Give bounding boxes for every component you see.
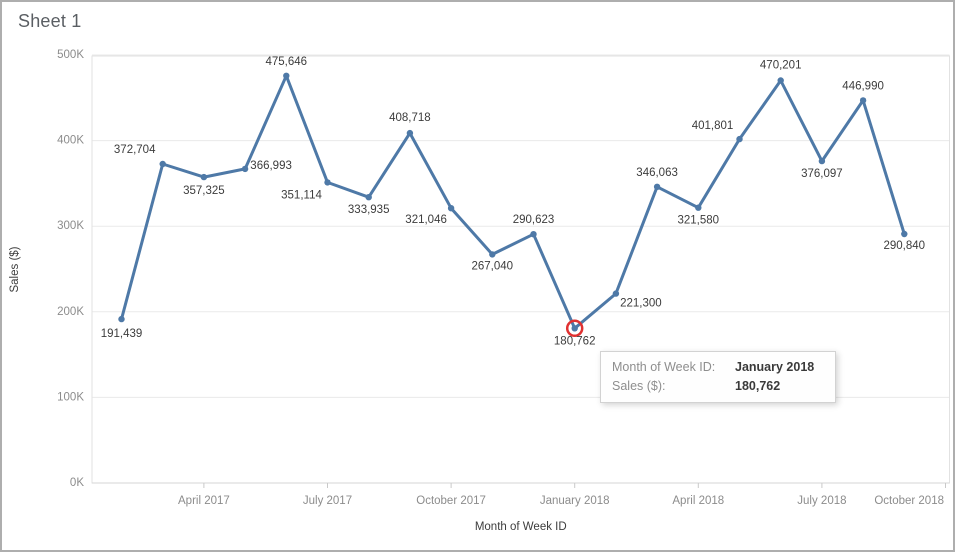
- data-label: 446,990: [842, 80, 884, 92]
- tooltip-row-measure: Sales ($): 180,762: [612, 377, 824, 396]
- data-point[interactable]: [653, 183, 661, 190]
- data-point[interactable]: [777, 77, 784, 84]
- y-tick-label: 100K: [57, 391, 84, 403]
- data-point[interactable]: [365, 194, 372, 201]
- data-point[interactable]: [901, 230, 908, 238]
- tooltip-measure-value: 180,762: [735, 378, 781, 393]
- data-label: 470,201: [760, 60, 802, 72]
- data-label: 321,046: [405, 214, 447, 226]
- data-point[interactable]: [571, 325, 578, 332]
- data-label: 191,439: [101, 328, 143, 340]
- data-label: 475,646: [266, 56, 308, 68]
- tooltip-dimension-value: January 2018: [735, 360, 815, 374]
- data-point[interactable]: [324, 179, 331, 186]
- sales-line: [120, 74, 906, 330]
- tooltip-row-dimension: Month of Week ID: January 2018: [612, 358, 824, 377]
- data-label: 290,623: [513, 214, 555, 226]
- data-point[interactable]: [859, 97, 867, 104]
- data-label: 372,704: [114, 144, 156, 156]
- data-label: 333,935: [348, 204, 390, 216]
- data-point[interactable]: [200, 173, 208, 181]
- x-tick-label: January 2018: [540, 495, 610, 507]
- y-tick-label: 300K: [57, 220, 84, 232]
- data-label: 346,063: [636, 167, 678, 179]
- data-point[interactable]: [489, 251, 496, 258]
- tooltip-dimension-label: Month of Week ID:: [612, 360, 716, 374]
- data-point[interactable]: [406, 129, 414, 137]
- data-label: 180,762: [554, 335, 596, 347]
- data-point[interactable]: [695, 204, 702, 211]
- data-label: 321,580: [678, 215, 720, 227]
- x-tick-label: April 2017: [178, 495, 230, 507]
- y-tick-label: 0K: [70, 477, 84, 489]
- plot-border: [91, 55, 950, 484]
- x-tick-label: October 2017: [416, 495, 486, 507]
- y-tick-label: 200K: [57, 306, 84, 318]
- y-axis-title: Sales ($): [9, 246, 21, 292]
- sheet-title: Sheet 1: [18, 11, 82, 31]
- data-point[interactable]: [530, 231, 537, 238]
- data-label: 366,993: [250, 160, 292, 172]
- x-tick-label: July 2017: [303, 495, 352, 507]
- y-tick-label: 500K: [57, 49, 84, 61]
- x-axis-title: Month of Week ID: [475, 521, 567, 533]
- x-tick-label: October 2018: [874, 495, 944, 507]
- data-label: 357,325: [183, 185, 225, 197]
- data-label: 221,300: [620, 298, 662, 310]
- data-point[interactable]: [447, 205, 455, 212]
- data-point[interactable]: [159, 160, 166, 168]
- data-point[interactable]: [118, 315, 125, 323]
- data-label: 376,097: [801, 168, 843, 180]
- data-point[interactable]: [283, 72, 290, 80]
- x-tick-label: July 2018: [797, 495, 846, 507]
- data-point[interactable]: [818, 157, 826, 165]
- x-tick-label: April 2018: [672, 495, 724, 507]
- data-point[interactable]: [736, 135, 743, 143]
- data-point[interactable]: [612, 290, 620, 297]
- data-label: 401,801: [692, 120, 734, 132]
- data-label: 267,040: [472, 260, 514, 272]
- highlighted-point-ring[interactable]: [565, 319, 584, 338]
- tooltip-measure-label: Sales ($):: [612, 378, 666, 393]
- data-label: 351,114: [281, 189, 322, 201]
- data-point[interactable]: [241, 165, 249, 173]
- y-tick-label: 400K: [57, 135, 84, 147]
- data-label: 408,718: [389, 112, 431, 124]
- data-label: 290,840: [884, 240, 926, 252]
- tooltip: Month of Week ID: January 2018 Sales ($)…: [600, 351, 836, 403]
